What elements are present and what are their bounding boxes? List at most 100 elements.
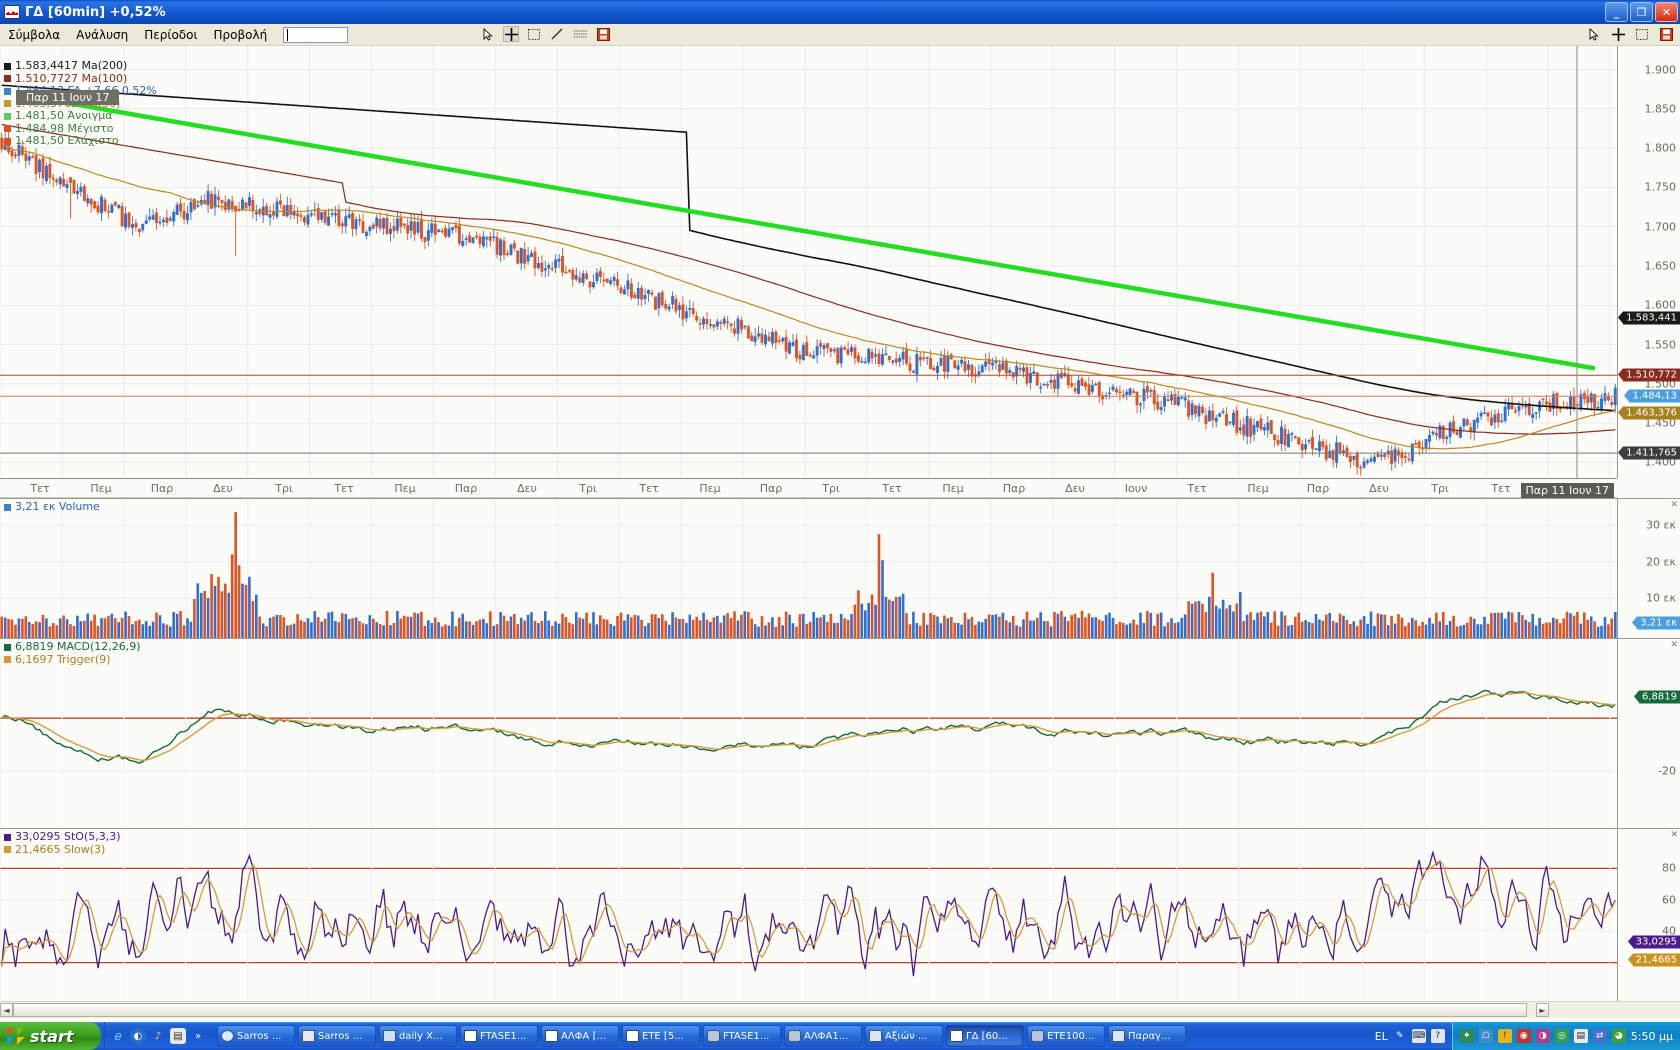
taskbar-button[interactable]: daily X... [379,1025,457,1047]
taskbar-button-label: ETE [5... [642,1030,684,1042]
legend-swatch-icon [4,137,11,145]
av-icon[interactable]: ◉ [1516,1029,1531,1043]
pointer-icon-right[interactable] [1586,26,1602,42]
volume-panel[interactable]: 30 εκ 20 εκ 10 εκ 3,21 εκ ✕ [0,498,1680,638]
globe-icon [221,1030,234,1042]
start-button[interactable]: start [0,1022,101,1050]
macd-panel-close-icon[interactable]: ✕ [1670,640,1678,650]
taskbar-button[interactable]: Sarros ... [217,1025,295,1047]
chevron-more-icon[interactable]: » [194,1030,202,1042]
symbol-input[interactable] [283,26,349,43]
price-axis[interactable]: 1.900 1.850 1.800 1.750 1.700 1.650 1.600 1.550… [1617,46,1680,478]
legend-swatch-icon [4,62,11,70]
browser-icon[interactable]: ◐ [130,1028,146,1044]
warning-icon[interactable]: ! [1497,1029,1512,1043]
date-tooltip: Παρ 11 Ιουν 17 [16,90,120,105]
rectangle-icon[interactable] [526,26,542,42]
help-icon[interactable]: ? [1430,1029,1445,1043]
taskbar-button[interactable]: ETE [5... [622,1025,700,1047]
taskbar-button[interactable]: ΑΛΦΑ1... [784,1025,862,1047]
price-plot-area[interactable] [0,46,1617,478]
grid-icon[interactable] [572,26,588,42]
date-axis-label: Τρι [275,482,293,495]
keyboard-icon[interactable]: ⌨ [1411,1029,1426,1043]
date-axis-label: Πεμ [699,482,721,495]
chart-icon [626,1030,639,1042]
language-indicator[interactable]: EL [1374,1029,1388,1043]
volume-plot-area[interactable] [0,499,1617,638]
stochastic-panel-close-icon[interactable]: ✕ [1670,830,1678,840]
net-icon[interactable]: ⇄ [1592,1029,1607,1043]
price-axis-tick: 1.550 [1644,338,1677,351]
taskbar-button[interactable]: ΑΛΦΑ [... [541,1025,619,1047]
close-button[interactable]: ✕ [1655,2,1678,22]
chart-icon [545,1030,558,1042]
taskbar-button-label: ΓΔ [60... [966,1030,1008,1042]
news-icon[interactable]: ▤ [1573,1029,1588,1043]
taskbar-button[interactable]: Παραγ... [1108,1025,1186,1047]
menu-item-analysis[interactable]: Ανάλυση [76,27,129,42]
save-icon[interactable] [595,26,611,42]
date-axis-label: Δευ [213,482,233,495]
scroll-right-arrow[interactable]: ► [1536,1003,1549,1017]
volume-badge: 3,21 εκ [1632,616,1680,630]
price-chart-panel[interactable]: 1.900 1.850 1.800 1.750 1.700 1.650 1.600 1.550… [0,46,1680,478]
pointer-icon[interactable] [480,26,496,42]
legend-swatch-icon [4,125,11,133]
legend-row: 1.510,7727 Ma(100) [4,72,157,86]
taskbar-button[interactable]: Αξιών ... [865,1025,943,1047]
menu-item-symbols[interactable]: Σύμβολα [8,27,61,42]
crosshair-icon-right[interactable] [1610,26,1626,42]
save-icon-right[interactable] [1658,26,1674,42]
menu-item-periods[interactable]: Περίοδοι [144,27,198,42]
date-axis-label: Πεμ [394,482,416,495]
ie-icon[interactable]: 𝑒 [114,1028,122,1044]
scroll-left-arrow[interactable]: ◄ [0,1003,13,1017]
taskbar-button[interactable]: FTASE1... [703,1025,781,1047]
disc-icon[interactable]: ◎ [1554,1029,1569,1043]
trendline-icon[interactable] [549,26,565,42]
taskbar-button-label: daily X... [399,1030,443,1042]
legend-label: 33,0295 StO(5,3,3) [15,830,121,843]
date-axis-label: Τετ [30,482,50,495]
macd-panel[interactable]: -20 6,8819 ✕ [0,638,1680,828]
taskbar-button[interactable]: FTASE1... [460,1025,538,1047]
minimize-button[interactable]: _ [1605,2,1628,22]
window-controls[interactable]: _ ❐ ✕ [1605,2,1678,22]
media-icon[interactable]: ♪ [154,1030,162,1042]
taskbar-buttons: Sarros ... Sarros ... daily X... FTASE1... Α… [211,1025,1368,1047]
pen-icon[interactable]: ✎ [1396,1031,1404,1041]
crosshair-icon[interactable] [503,26,519,42]
desktop-icon[interactable]: ▤ [170,1028,186,1044]
rectangle-icon-right[interactable] [1634,26,1650,42]
volume-axis[interactable]: 30 εκ 20 εκ 10 εκ 3,21 εκ [1617,499,1680,638]
horizontal-scrollbar[interactable]: ◄ ► [0,1001,1680,1018]
stochastic-legend: 33,0295 StO(5,3,3) 21,4665 Slow(3) [4,830,121,856]
legend-row: 1.481,50 Ελάχιστο [4,134,157,148]
stochastic-plot-area[interactable] [0,829,1617,1001]
key-icon [788,1030,801,1042]
taskbar-button[interactable]: ETE100... [1027,1025,1105,1047]
clock-label[interactable]: 5:50 μμ [1630,1029,1673,1043]
green-icon[interactable]: ◕ [1611,1029,1626,1043]
user-icon[interactable]: ☖ [1478,1029,1493,1043]
chart-workspace[interactable]: 1.900 1.850 1.800 1.750 1.700 1.650 1.600 1.550… [0,46,1680,1018]
key-icon [1031,1030,1044,1042]
taskbar-button[interactable]: ΓΔ [60... [946,1025,1024,1047]
drawing-toolbar [480,26,611,42]
menu-item-view[interactable]: Προβολή [213,27,268,42]
volume-legend: 3,21 εκ Volume [4,500,100,514]
shield-icon[interactable]: ✦ [1459,1029,1474,1043]
maximize-button[interactable]: ❐ [1630,2,1653,22]
scroll-thumb[interactable] [13,1003,1527,1017]
date-axis[interactable]: Τετ Πεμ Παρ Δευ Τρι Τετ Πεμ Παρ Δευ Τρι Τετ Πεμ Παρ Τ… [0,478,1617,498]
volume-panel-close-icon[interactable]: ✕ [1670,500,1678,510]
language-bar[interactable]: EL ✎ ⌨ ? [1368,1029,1452,1043]
macd-plot-area[interactable] [0,639,1617,828]
clock-icon[interactable]: ◑ [1535,1029,1550,1043]
taskbar-button[interactable]: Sarros ... [298,1025,376,1047]
price-axis-tick: 1.600 [1644,298,1677,312]
macd-axis[interactable]: -20 6,8819 [1617,639,1680,828]
